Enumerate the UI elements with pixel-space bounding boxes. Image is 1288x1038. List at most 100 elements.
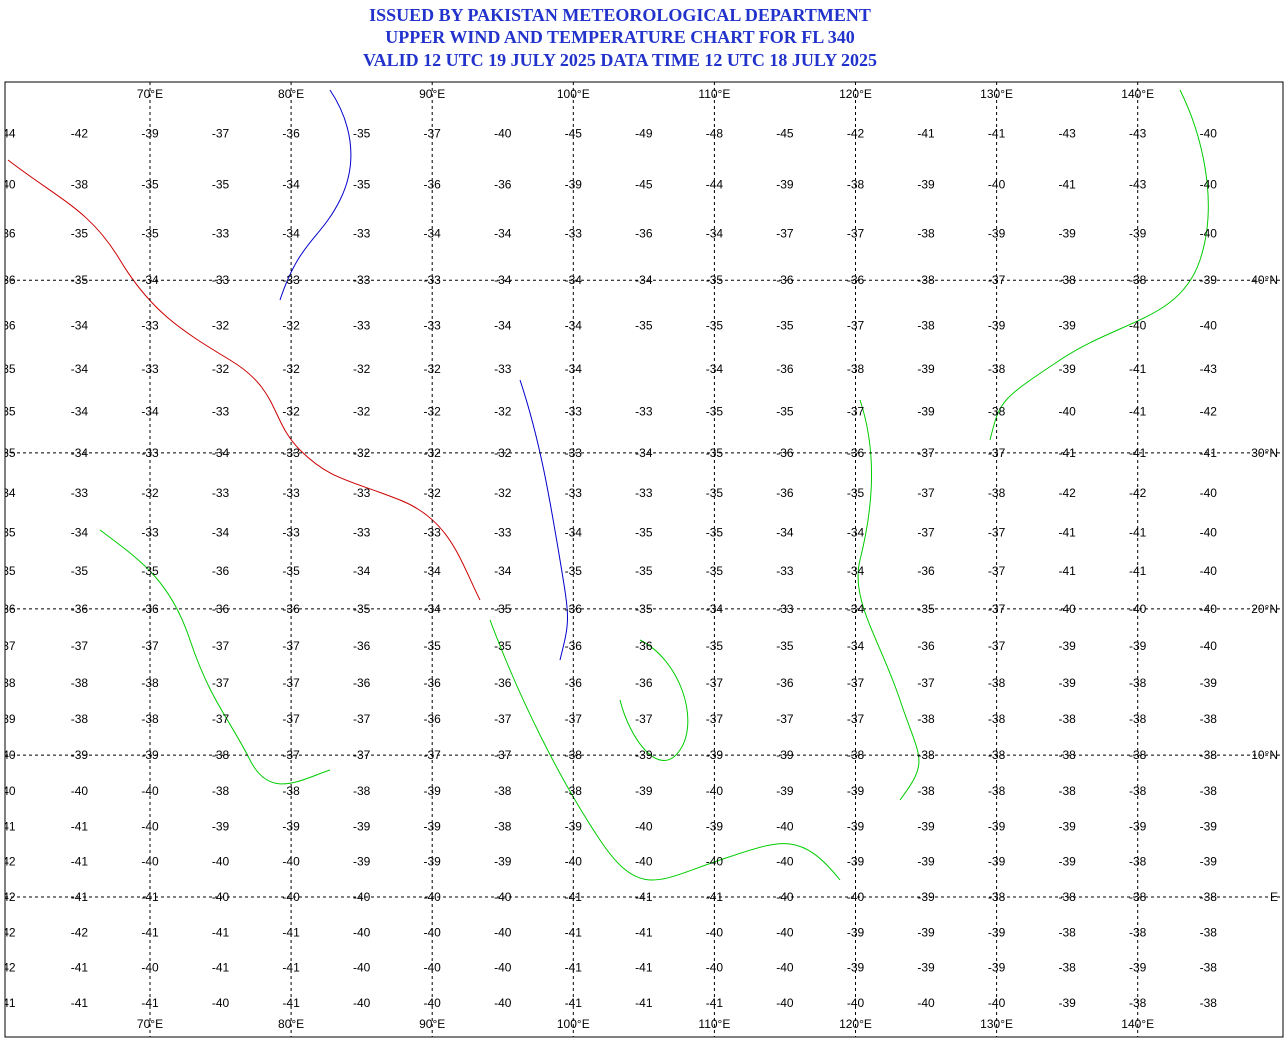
temperature: -38 — [917, 273, 935, 287]
temperature: -33 — [353, 525, 371, 539]
temperature: -39 — [353, 855, 371, 869]
temperature: -40 — [141, 855, 159, 869]
temperature: -38 — [1129, 855, 1147, 869]
temperature: -38 — [1200, 748, 1218, 762]
temperature: -37 — [847, 676, 865, 690]
temperature: -38 — [212, 748, 230, 762]
river — [279, 89, 568, 661]
temperature: -33 — [282, 525, 300, 539]
temperature: -32 — [282, 362, 300, 376]
temperature: -36 — [282, 602, 300, 616]
lat-label: E — [1270, 890, 1278, 904]
temperature: -33 — [282, 446, 300, 460]
temperature: -40 — [353, 925, 371, 939]
temperature: -43 — [1129, 126, 1147, 140]
temperature: -38 — [1200, 712, 1218, 726]
temperature: -40 — [212, 855, 230, 869]
temperature: -35 — [706, 486, 724, 500]
temperature: -39 — [917, 890, 935, 904]
temperature: -39 — [424, 855, 442, 869]
temperature: -33 — [494, 362, 512, 376]
temperature: -38 — [1129, 996, 1147, 1010]
temperature: -34 — [71, 318, 89, 332]
coastlines — [7, 89, 1209, 881]
temperature: -40 — [1200, 226, 1218, 240]
temperature: -39 — [847, 961, 865, 975]
temperature: -40 — [494, 126, 512, 140]
temperature: -39 — [424, 819, 442, 833]
temperature: -33 — [141, 318, 159, 332]
layer: 44 -42 -39 -37 -36 -35 -37 -40 -45 -49 -48 -45 -42 -4… — [2, 82, 1283, 1037]
temperature: -38 — [1200, 890, 1218, 904]
temperature: -41 — [635, 925, 653, 939]
temperature: -39 — [776, 748, 794, 762]
temperature: -42 — [847, 126, 865, 140]
temperature: -39 — [847, 925, 865, 939]
temperature: -39 — [917, 855, 935, 869]
temperature: -37 — [988, 273, 1006, 287]
temperature: -35 — [141, 226, 159, 240]
lon-label-top: 120°E — [839, 87, 872, 101]
lon-label-top: 100°E — [557, 87, 590, 101]
temperature: -48 — [706, 126, 724, 140]
temperature: -35 — [141, 564, 159, 578]
temperature: -39 — [917, 925, 935, 939]
temperature: -32 — [494, 446, 512, 460]
coast — [857, 399, 920, 801]
temperature: -35 — [776, 318, 794, 332]
temperature: -34 — [282, 226, 300, 240]
map-frame — [4, 81, 1284, 1038]
temperature: -41 — [71, 890, 89, 904]
temperature: -40 — [1129, 318, 1147, 332]
temperature: -39 — [1200, 676, 1218, 690]
temperature: -40 — [494, 925, 512, 939]
temperature: -40 — [71, 784, 89, 798]
temperature: -33 — [141, 362, 159, 376]
temperature: -42 — [1129, 486, 1147, 500]
temperature: -39 — [424, 784, 442, 798]
temperature: -35 — [494, 639, 512, 653]
temperature: 42 — [2, 855, 16, 869]
temperature: -39 — [212, 819, 230, 833]
temperature: -37 — [282, 639, 300, 653]
temperature: -36 — [424, 177, 442, 191]
temperature: -37 — [706, 712, 724, 726]
temperature: -39 — [706, 819, 724, 833]
temperature: -38 — [1129, 890, 1147, 904]
temperature: -38 — [847, 748, 865, 762]
temperature: -37 — [988, 446, 1006, 460]
temperature: 44 — [2, 126, 16, 140]
temperature: -33 — [565, 446, 583, 460]
temperature: -38 — [988, 784, 1006, 798]
temperature: -37 — [776, 712, 794, 726]
temperature: -41 — [141, 925, 159, 939]
temperature: -37 — [282, 712, 300, 726]
temperature: -41 — [565, 961, 583, 975]
temperature: -39 — [1058, 855, 1076, 869]
temperature: -38 — [1058, 784, 1076, 798]
lat-label: 40°N — [1251, 273, 1278, 287]
temperature: -41 — [71, 996, 89, 1010]
temperature: -40 — [1200, 177, 1218, 191]
temperature: -35 — [424, 639, 442, 653]
temperature: -33 — [424, 525, 442, 539]
lon-label-bottom: 130°E — [980, 1017, 1013, 1031]
temperature: -36 — [565, 639, 583, 653]
temperature: -36 — [282, 126, 300, 140]
temperature: -41 — [635, 890, 653, 904]
temperature: -49 — [635, 126, 653, 140]
temperature: -38 — [988, 890, 1006, 904]
temperature: -32 — [282, 405, 300, 419]
temperature: -37 — [917, 486, 935, 500]
temperature: -41 — [71, 855, 89, 869]
temperature: -37 — [212, 639, 230, 653]
temperature: -35 — [635, 564, 653, 578]
lon-label-bottom: 120°E — [839, 1017, 872, 1031]
temperature: -45 — [565, 126, 583, 140]
temperature: -34 — [282, 177, 300, 191]
temperature: -39 — [1058, 819, 1076, 833]
temperature: -36 — [565, 676, 583, 690]
temperature: -40 — [776, 961, 794, 975]
temperature: -41 — [1058, 564, 1076, 578]
